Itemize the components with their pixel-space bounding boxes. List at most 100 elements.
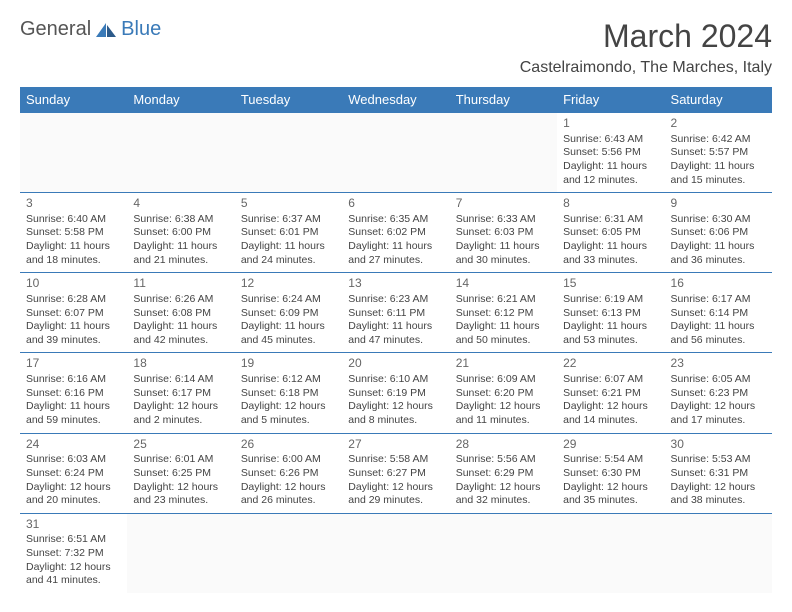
calendar-cell: 16Sunrise: 6:17 AMSunset: 6:14 PMDayligh… xyxy=(665,273,772,353)
sunset-line: Sunset: 6:16 PM xyxy=(26,387,121,401)
day-number: 10 xyxy=(26,276,121,292)
calendar-cell: 23Sunrise: 6:05 AMSunset: 6:23 PMDayligh… xyxy=(665,353,772,433)
sunset-line: Sunset: 6:31 PM xyxy=(671,467,766,481)
sunrise-line: Sunrise: 6:03 AM xyxy=(26,453,121,467)
day-number: 19 xyxy=(241,356,336,372)
sunrise-line: Sunrise: 6:10 AM xyxy=(348,373,443,387)
calendar-cell: 6Sunrise: 6:35 AMSunset: 6:02 PMDaylight… xyxy=(342,193,449,273)
location-text: Castelraimondo, The Marches, Italy xyxy=(520,59,772,77)
sunrise-line: Sunrise: 5:56 AM xyxy=(456,453,551,467)
daylight-line: Daylight: 12 hours and 11 minutes. xyxy=(456,400,551,427)
daylight-line: Daylight: 11 hours and 53 minutes. xyxy=(563,320,658,347)
sunset-line: Sunset: 6:18 PM xyxy=(241,387,336,401)
day-number: 21 xyxy=(456,356,551,372)
day-header-thursday: Thursday xyxy=(450,87,557,113)
sunrise-line: Sunrise: 6:17 AM xyxy=(671,293,766,307)
calendar-cell: 30Sunrise: 5:53 AMSunset: 6:31 PMDayligh… xyxy=(665,433,772,513)
daylight-line: Daylight: 12 hours and 35 minutes. xyxy=(563,481,658,508)
day-number: 4 xyxy=(133,196,228,212)
sunset-line: Sunset: 6:08 PM xyxy=(133,307,228,321)
sunrise-line: Sunrise: 6:19 AM xyxy=(563,293,658,307)
sunrise-line: Sunrise: 6:40 AM xyxy=(26,213,121,227)
sunrise-line: Sunrise: 6:16 AM xyxy=(26,373,121,387)
calendar-cell: 27Sunrise: 5:58 AMSunset: 6:27 PMDayligh… xyxy=(342,433,449,513)
sunset-line: Sunset: 6:20 PM xyxy=(456,387,551,401)
daylight-line: Daylight: 12 hours and 2 minutes. xyxy=(133,400,228,427)
sail-icon xyxy=(94,21,118,39)
day-number: 6 xyxy=(348,196,443,212)
sunset-line: Sunset: 6:11 PM xyxy=(348,307,443,321)
calendar-cell: 3Sunrise: 6:40 AMSunset: 5:58 PMDaylight… xyxy=(20,193,127,273)
calendar-cell-empty xyxy=(450,113,557,193)
calendar-cell-empty xyxy=(342,513,449,593)
calendar-cell: 25Sunrise: 6:01 AMSunset: 6:25 PMDayligh… xyxy=(127,433,234,513)
day-header-saturday: Saturday xyxy=(665,87,772,113)
sunrise-line: Sunrise: 6:37 AM xyxy=(241,213,336,227)
day-number: 15 xyxy=(563,276,658,292)
daylight-line: Daylight: 11 hours and 45 minutes. xyxy=(241,320,336,347)
daylight-line: Daylight: 11 hours and 33 minutes. xyxy=(563,240,658,267)
sunset-line: Sunset: 6:01 PM xyxy=(241,226,336,240)
day-number: 20 xyxy=(348,356,443,372)
day-number: 30 xyxy=(671,437,766,453)
calendar-cell: 17Sunrise: 6:16 AMSunset: 6:16 PMDayligh… xyxy=(20,353,127,433)
calendar-row: 24Sunrise: 6:03 AMSunset: 6:24 PMDayligh… xyxy=(20,433,772,513)
month-title: March 2024 xyxy=(520,18,772,55)
daylight-line: Daylight: 11 hours and 12 minutes. xyxy=(563,160,658,187)
day-number: 17 xyxy=(26,356,121,372)
daylight-line: Daylight: 12 hours and 14 minutes. xyxy=(563,400,658,427)
sunrise-line: Sunrise: 6:26 AM xyxy=(133,293,228,307)
day-number: 16 xyxy=(671,276,766,292)
day-number: 18 xyxy=(133,356,228,372)
calendar-cell-empty xyxy=(665,513,772,593)
sunset-line: Sunset: 6:03 PM xyxy=(456,226,551,240)
calendar-cell-empty xyxy=(342,113,449,193)
calendar-cell-empty xyxy=(20,113,127,193)
sunrise-line: Sunrise: 6:00 AM xyxy=(241,453,336,467)
sunset-line: Sunset: 6:06 PM xyxy=(671,226,766,240)
sunset-line: Sunset: 6:07 PM xyxy=(26,307,121,321)
calendar-cell-empty xyxy=(557,513,664,593)
calendar-cell-empty xyxy=(127,113,234,193)
sunrise-line: Sunrise: 6:14 AM xyxy=(133,373,228,387)
sunrise-line: Sunrise: 6:35 AM xyxy=(348,213,443,227)
sunrise-line: Sunrise: 6:28 AM xyxy=(26,293,121,307)
day-number: 2 xyxy=(671,116,766,132)
sunrise-line: Sunrise: 5:53 AM xyxy=(671,453,766,467)
daylight-line: Daylight: 11 hours and 30 minutes. xyxy=(456,240,551,267)
calendar-row: 31Sunrise: 6:51 AMSunset: 7:32 PMDayligh… xyxy=(20,513,772,593)
calendar-cell: 26Sunrise: 6:00 AMSunset: 6:26 PMDayligh… xyxy=(235,433,342,513)
daylight-line: Daylight: 11 hours and 42 minutes. xyxy=(133,320,228,347)
sunset-line: Sunset: 6:19 PM xyxy=(348,387,443,401)
calendar-cell-empty xyxy=(235,113,342,193)
daylight-line: Daylight: 12 hours and 38 minutes. xyxy=(671,481,766,508)
sunset-line: Sunset: 5:56 PM xyxy=(563,146,658,160)
daylight-line: Daylight: 11 hours and 50 minutes. xyxy=(456,320,551,347)
day-number: 7 xyxy=(456,196,551,212)
sunset-line: Sunset: 6:29 PM xyxy=(456,467,551,481)
sunset-line: Sunset: 6:17 PM xyxy=(133,387,228,401)
sunrise-line: Sunrise: 6:05 AM xyxy=(671,373,766,387)
sunrise-line: Sunrise: 6:09 AM xyxy=(456,373,551,387)
day-number: 3 xyxy=(26,196,121,212)
daylight-line: Daylight: 11 hours and 24 minutes. xyxy=(241,240,336,267)
calendar-row: 17Sunrise: 6:16 AMSunset: 6:16 PMDayligh… xyxy=(20,353,772,433)
daylight-line: Daylight: 12 hours and 29 minutes. xyxy=(348,481,443,508)
calendar-body: 1Sunrise: 6:43 AMSunset: 5:56 PMDaylight… xyxy=(20,113,772,593)
calendar-cell-empty xyxy=(235,513,342,593)
day-number: 12 xyxy=(241,276,336,292)
sunset-line: Sunset: 6:00 PM xyxy=(133,226,228,240)
day-number: 1 xyxy=(563,116,658,132)
calendar-cell: 12Sunrise: 6:24 AMSunset: 6:09 PMDayligh… xyxy=(235,273,342,353)
sunrise-line: Sunrise: 5:58 AM xyxy=(348,453,443,467)
day-number: 14 xyxy=(456,276,551,292)
daylight-line: Daylight: 12 hours and 23 minutes. xyxy=(133,481,228,508)
sunset-line: Sunset: 6:25 PM xyxy=(133,467,228,481)
daylight-line: Daylight: 11 hours and 15 minutes. xyxy=(671,160,766,187)
sunset-line: Sunset: 6:05 PM xyxy=(563,226,658,240)
calendar-cell: 7Sunrise: 6:33 AMSunset: 6:03 PMDaylight… xyxy=(450,193,557,273)
sunrise-line: Sunrise: 6:38 AM xyxy=(133,213,228,227)
daylight-line: Daylight: 12 hours and 17 minutes. xyxy=(671,400,766,427)
daylight-line: Daylight: 11 hours and 59 minutes. xyxy=(26,400,121,427)
daylight-line: Daylight: 12 hours and 32 minutes. xyxy=(456,481,551,508)
